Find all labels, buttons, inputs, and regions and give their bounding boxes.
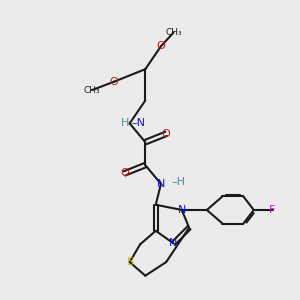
Text: N: N [169,238,178,248]
Text: O: O [110,77,118,87]
Text: O: O [120,169,129,178]
Text: F: F [269,205,276,215]
Text: –H: –H [171,177,185,187]
Text: N: N [157,179,165,189]
Text: S: S [126,257,133,267]
Text: CH₃: CH₃ [84,85,100,94]
Text: O: O [162,129,170,139]
Text: CH₃: CH₃ [165,28,182,37]
Text: O: O [157,41,165,51]
Text: H: H [121,118,130,128]
Text: –N: –N [132,118,146,128]
Text: N: N [178,205,186,215]
